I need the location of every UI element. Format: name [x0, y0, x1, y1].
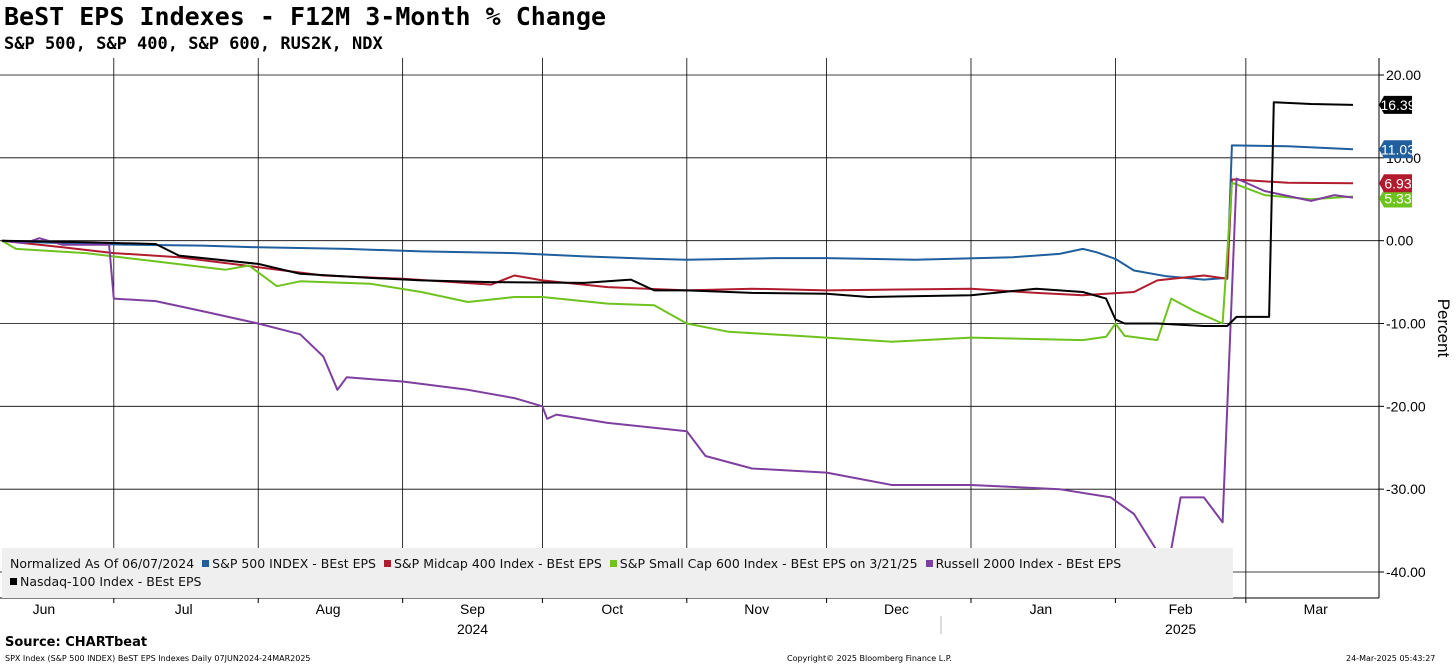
badge-label: 16.39	[1380, 97, 1415, 113]
year-label: 2024	[457, 621, 488, 637]
axes: 20.0010.000.00-10.00-20.00-30.00-40.00Pe…	[0, 58, 1453, 637]
legend-item: S&P 500 INDEX - BEst EPS	[202, 556, 376, 571]
legend-label: S&P Midcap 400 Index - BEst EPS	[394, 556, 602, 571]
x-tick-label: Sep	[460, 601, 485, 617]
legend-row: Nasdaq-100 Index - BEst EPS	[10, 574, 210, 589]
legend-note: Normalized As Of 06/07/2024	[10, 556, 195, 571]
chart-subtitle: S&P 500, S&P 400, S&P 600, RUS2K, NDX	[4, 34, 383, 54]
legend-swatch	[925, 560, 933, 567]
badge-shape	[1379, 95, 1412, 114]
legend-item: Nasdaq-100 Index - BEst EPS	[10, 574, 202, 589]
footer-series-info: SPX Index (S&P 500 INDEX) BeST EPS Index…	[5, 654, 311, 663]
badge-label: 6.93	[1384, 175, 1411, 191]
legend-item: Russell 2000 Index - BEst EPS	[925, 556, 1122, 571]
x-tick-label: Mar	[1304, 601, 1328, 617]
year-label: 2025	[1165, 621, 1196, 637]
series-line	[1, 178, 1354, 297]
series-line	[1, 101, 1354, 327]
legend-swatch	[202, 560, 210, 567]
legend-swatch	[10, 578, 17, 585]
last-value-badge: 11.03	[1379, 140, 1415, 159]
legend-row: Normalized As Of 06/07/2024 S&P 500 INDEX…	[10, 556, 1129, 571]
last-value-badges: 11.03 5.33 16.39 6.93	[1379, 95, 1416, 208]
x-tick-label: Aug	[316, 601, 341, 617]
y-tick-label: -30.00	[1386, 481, 1426, 497]
footer-copyright: Copyright© 2025 Bloomberg Finance L.P.	[787, 654, 952, 663]
legend-label: S&P 500 INDEX - BEst EPS	[212, 556, 376, 571]
source-note: Source: CHARTbeat	[5, 635, 148, 650]
y-tick-label: -10.00	[1386, 316, 1426, 332]
legend-label: Russell 2000 Index - BEst EPS	[935, 556, 1122, 571]
legend-label: Nasdaq-100 Index - BEst EPS	[20, 574, 202, 589]
grid-lines	[0, 58, 1379, 598]
y-tick-label: 20.00	[1386, 67, 1421, 83]
badge-shape	[1379, 174, 1412, 193]
x-tick-label: Dec	[884, 601, 909, 617]
legend-swatch	[384, 560, 391, 567]
last-value-badge: 5.33	[1379, 189, 1412, 208]
legend-item: S&P Midcap 400 Index - BEst EPS	[384, 556, 602, 571]
series-line	[1, 177, 1354, 553]
legend: Normalized As Of 06/07/2024 S&P 500 INDEX…	[2, 548, 1233, 598]
x-tick-label: Oct	[601, 601, 623, 617]
last-value-badge: 6.93	[1379, 174, 1412, 193]
chart-title: BeST EPS Indexes - F12M 3-Month % Change	[4, 2, 607, 31]
badge-label: 11.03	[1381, 141, 1415, 157]
badge-shape	[1379, 189, 1412, 208]
series-lines	[1, 101, 1354, 553]
legend-swatch	[609, 560, 617, 567]
badge-label: 5.33	[1384, 191, 1411, 207]
x-tick-label: Nov	[744, 601, 769, 617]
badge-shape	[1379, 140, 1412, 159]
footer-timestamp: 24-Mar-2025 05:43:27	[1346, 654, 1436, 663]
series-line	[1, 181, 1354, 343]
legend-item: S&P Small Cap 600 Index - BEst EPS on 3/…	[609, 556, 918, 571]
x-tick-label: Jul	[175, 601, 193, 617]
legend-label: S&P Small Cap 600 Index - BEst EPS on 3/…	[619, 556, 918, 571]
y-axis-label: Percent	[1434, 299, 1453, 358]
y-tick-label: -20.00	[1386, 398, 1426, 414]
series-line	[1, 144, 1354, 281]
x-tick-label: Jan	[1030, 601, 1053, 617]
x-tick-label: Jun	[33, 601, 56, 617]
x-tick-label: Feb	[1169, 601, 1193, 617]
last-value-badge: 16.39	[1379, 95, 1416, 114]
y-tick-label: 0.00	[1386, 233, 1413, 249]
y-tick-label: -40.00	[1386, 564, 1426, 580]
